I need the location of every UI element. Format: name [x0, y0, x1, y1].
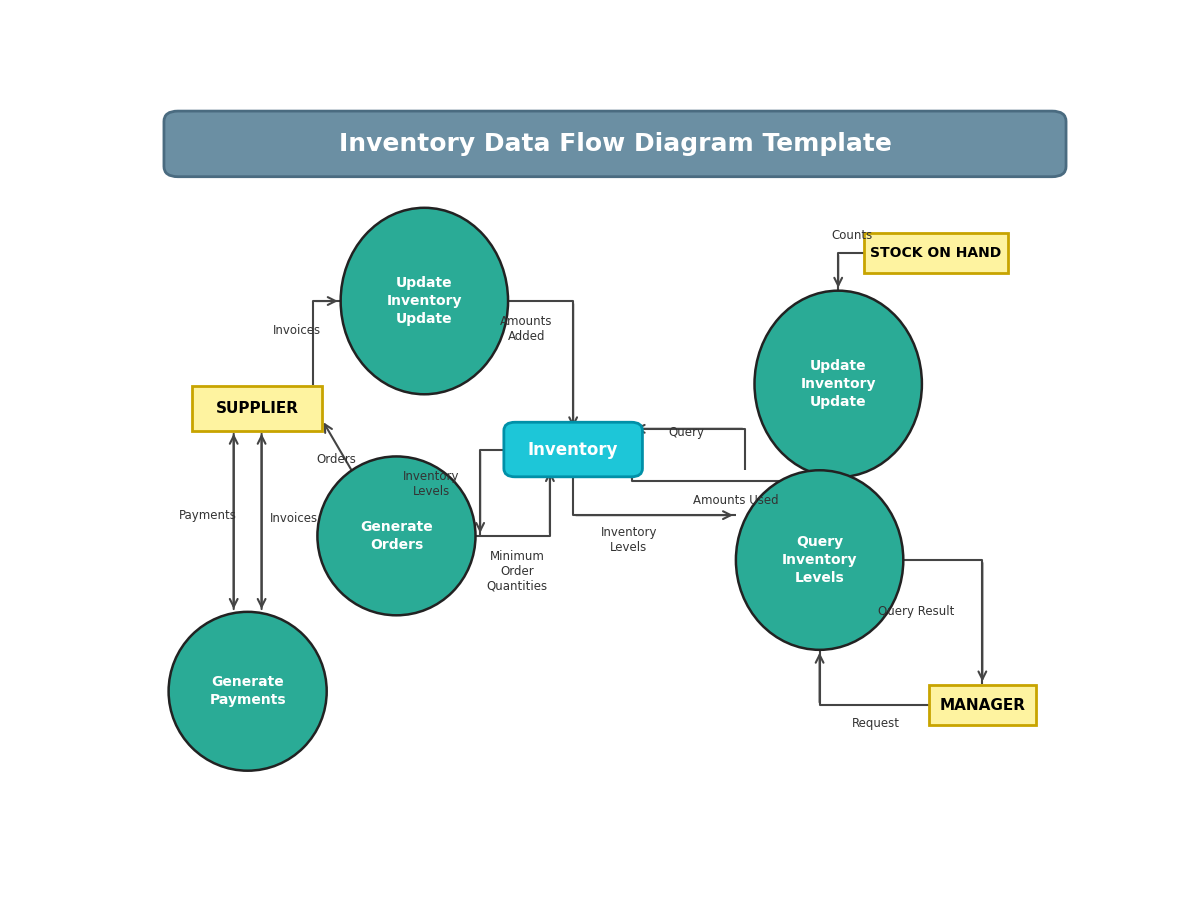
Text: MANAGER: MANAGER [940, 698, 1025, 712]
Text: Invoices: Invoices [272, 324, 322, 337]
Text: Generate
Payments: Generate Payments [209, 675, 286, 708]
Text: Inventory
Levels: Inventory Levels [601, 526, 658, 553]
Text: STOCK ON HAND: STOCK ON HAND [870, 246, 1002, 260]
Text: Query Result: Query Result [878, 605, 954, 618]
FancyBboxPatch shape [504, 422, 642, 477]
Text: Amounts
Added: Amounts Added [500, 315, 553, 343]
Text: Inventory
Levels: Inventory Levels [403, 470, 460, 498]
Ellipse shape [341, 208, 508, 395]
Text: SUPPLIER: SUPPLIER [216, 401, 299, 415]
Text: Payments: Payments [179, 509, 236, 522]
Text: Counts: Counts [832, 229, 872, 242]
Text: Inventory: Inventory [528, 440, 618, 458]
Text: Update
Inventory
Update: Update Inventory Update [386, 275, 462, 327]
Ellipse shape [736, 470, 904, 649]
Text: Inventory Data Flow Diagram Template: Inventory Data Flow Diagram Template [338, 132, 892, 155]
Text: Generate
Orders: Generate Orders [360, 519, 433, 552]
Ellipse shape [318, 457, 475, 615]
Text: Amounts Used: Amounts Used [694, 494, 779, 508]
FancyBboxPatch shape [192, 386, 322, 431]
Text: Query
Inventory
Levels: Query Inventory Levels [782, 535, 857, 586]
Text: Invoices: Invoices [270, 512, 318, 525]
Text: Update
Inventory
Update: Update Inventory Update [800, 359, 876, 409]
Ellipse shape [168, 612, 326, 771]
Text: Query: Query [668, 426, 704, 440]
FancyBboxPatch shape [164, 111, 1066, 177]
FancyBboxPatch shape [864, 232, 1008, 273]
Text: Minimum
Order
Quantities: Minimum Order Quantities [487, 550, 548, 593]
Text: Orders: Orders [316, 453, 356, 466]
Text: Request: Request [852, 717, 900, 730]
FancyBboxPatch shape [929, 685, 1036, 725]
Ellipse shape [755, 291, 922, 477]
